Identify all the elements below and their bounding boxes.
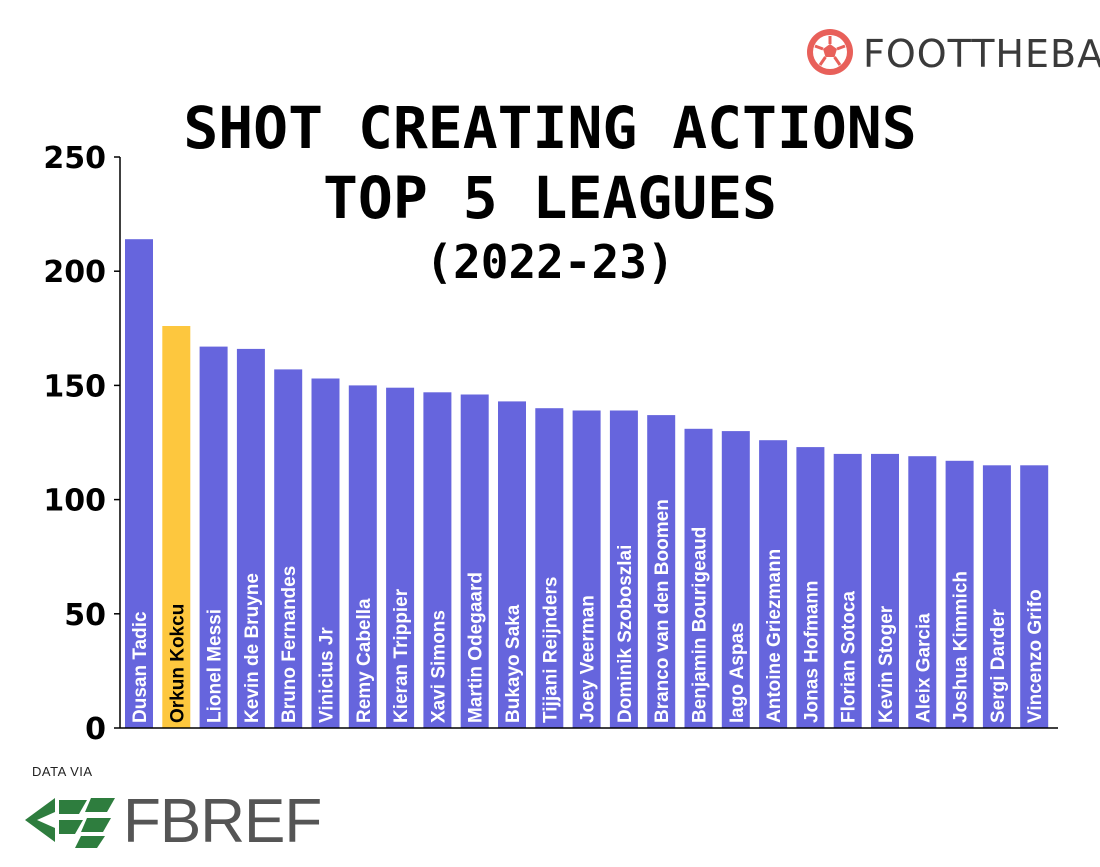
bar-11	[535, 408, 564, 728]
bar-label-0: Dusan Tadic	[130, 611, 151, 723]
bar-20	[871, 453, 899, 728]
bar-7	[386, 387, 415, 728]
bar-label-6: Remy Cabella	[354, 598, 375, 723]
bar-0	[125, 239, 153, 728]
bar-label-3: Kevin de Bruyne	[242, 573, 263, 723]
brand-logo: FOOTTHEBALL	[805, 28, 1100, 80]
bar-24	[1020, 465, 1049, 728]
chart-title: SHOT CREATING ACTIONS TOP 5 LEAGUES (202…	[183, 94, 916, 289]
bar-5	[311, 378, 340, 728]
source-name: FBREF	[123, 787, 322, 856]
bar-label-2: Lionel Messi	[205, 609, 226, 723]
bar-label-9: Martin Odegaard	[466, 572, 487, 723]
bar-label-12: Joey Veerman	[578, 595, 599, 723]
bar-1	[162, 326, 191, 728]
bar-label-23: Sergi Darder	[988, 608, 1009, 723]
y-tick-label: 200	[43, 255, 106, 290]
bar-label-5: Vinicius Jr	[317, 627, 338, 723]
bar-labels-group: Dusan Tadic Orkun Kokcu Lionel Messi Kevin …	[130, 499, 1046, 723]
bar-label-20: Kevin Stoger	[876, 605, 897, 723]
bar-15	[684, 428, 713, 728]
bar-16	[721, 431, 750, 728]
bar-14	[647, 415, 676, 728]
y-axis: 0 50 100 150 200 250	[43, 141, 121, 747]
bar-17	[759, 440, 788, 728]
bar-label-19: Florian Sotoca	[839, 591, 860, 723]
bar-2	[199, 346, 228, 728]
bar-9	[460, 394, 489, 728]
bar-21	[908, 456, 937, 728]
bar-6	[348, 385, 377, 728]
bar-12	[572, 410, 601, 728]
bar-label-1: Orkun Kokcu	[167, 604, 188, 723]
y-tick-label: 150	[43, 369, 106, 404]
bar-label-8: Xavi Simons	[428, 610, 449, 723]
bar-3	[236, 348, 265, 728]
bar-label-15: Benjamin Bourigeaud	[690, 527, 711, 723]
bar-label-13: Dominik Szoboszlai	[615, 545, 636, 723]
bar-label-7: Kieran Trippier	[391, 588, 412, 723]
bars-group	[125, 239, 1049, 728]
bar-label-18: Jonas Hofmann	[801, 580, 822, 723]
bar-13	[609, 410, 638, 728]
fbref-logo-icon	[25, 790, 117, 854]
bar-label-10: Bukayo Saka	[503, 604, 524, 723]
bar-label-11: Tijjani Reijnders	[540, 577, 561, 723]
bar-label-21: Aleix Garcia	[913, 613, 934, 723]
title-line-1: SHOT CREATING ACTIONS	[183, 94, 916, 162]
bar-4	[274, 369, 303, 728]
bar-label-17: Antoine Griezmann	[764, 549, 785, 723]
bar-10	[498, 401, 526, 728]
title-line-2: TOP 5 LEAGUES	[323, 164, 777, 232]
bar-22	[945, 460, 974, 728]
bar-label-14: Branco van den Boomen	[652, 499, 673, 723]
source-logo: FBREF	[25, 786, 322, 857]
y-tick-label: 250	[43, 141, 106, 176]
title-line-3: (2022-23)	[425, 235, 674, 289]
bar-label-22: Joshua Kimmich	[951, 571, 972, 723]
y-tick-label: 0	[85, 712, 106, 747]
football-icon	[805, 27, 855, 81]
y-tick-label: 50	[64, 598, 106, 633]
bar-label-16: Iago Aspas	[727, 622, 748, 723]
bar-label-4: Bruno Fernandes	[279, 566, 300, 723]
source-caption: DATA VIA	[32, 764, 93, 779]
bar-18	[796, 447, 825, 728]
y-tick-label: 100	[43, 484, 106, 519]
bar-23	[982, 465, 1011, 728]
bar-label-24: Vincenzo Grifo	[1025, 589, 1046, 723]
bar-19	[833, 453, 862, 728]
brand-name: FOOTTHEBALL	[863, 32, 1100, 76]
bar-8	[423, 392, 452, 728]
